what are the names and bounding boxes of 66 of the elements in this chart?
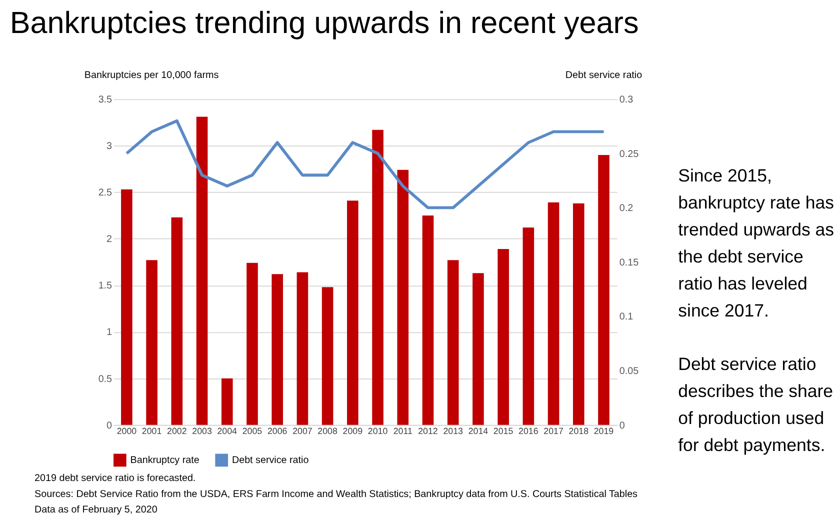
bar xyxy=(221,378,233,425)
line-series xyxy=(125,119,606,210)
bar xyxy=(146,260,158,425)
y2-tick-label: 0.3 xyxy=(619,94,634,106)
y-tick-label: 1.5 xyxy=(98,280,113,292)
bar xyxy=(422,215,434,425)
y2-tick-label: 0 xyxy=(619,420,626,432)
x-tick-label: 2018 xyxy=(568,426,589,436)
x-tick-label: 2016 xyxy=(518,426,538,436)
text: Data as of February 5, 2020 xyxy=(34,504,158,515)
x-tick-label: 2005 xyxy=(242,426,262,436)
x-tick-label: 2010 xyxy=(368,426,388,436)
x-tick-label: 2004 xyxy=(217,426,238,436)
x-tick-label: 2015 xyxy=(493,426,514,436)
x-tick-label: 2017 xyxy=(544,426,564,436)
bar xyxy=(296,272,308,425)
text: 2019 debt service ratio is forecasted. xyxy=(34,473,196,484)
bar xyxy=(322,287,334,425)
bar xyxy=(246,262,258,425)
bar xyxy=(548,202,560,425)
y-tick-label: 2.5 xyxy=(98,188,113,199)
x-tick-label: 2006 xyxy=(267,426,288,436)
x-tick-label: 2019 xyxy=(594,426,614,436)
x-tick-label: 2012 xyxy=(418,426,438,436)
x-tick-label: 2008 xyxy=(318,426,338,436)
y-tick-label: 3 xyxy=(106,141,113,152)
y2-tick-label: 0.15 xyxy=(619,257,640,268)
y-tick-label: 1 xyxy=(106,327,112,338)
y-tick-label: 0 xyxy=(106,420,113,432)
y2-axis-title: Debt service ratio xyxy=(565,70,643,81)
x-tick-label: 2013 xyxy=(443,426,464,436)
chart-title: Bankruptcies trending upwards in recent years xyxy=(10,6,639,40)
bar xyxy=(121,189,132,425)
bar xyxy=(522,228,534,425)
bar xyxy=(472,273,484,425)
y2-tick-label: 0.25 xyxy=(619,148,640,160)
bar xyxy=(196,116,208,425)
y-tick-label: 3.5 xyxy=(98,94,113,106)
bar xyxy=(498,248,509,425)
x-tick-label: 2011 xyxy=(393,426,412,436)
y2-tick-label: 0.1 xyxy=(619,312,634,323)
source-note: Sources: Debt Service Ratio from the USDA, ERS Farm Income and Wealth Statistics; Bankruptcy data from U.S. Courts Statistical Tables xyxy=(34,488,638,500)
y2-tick-label: 0.05 xyxy=(619,366,640,378)
bar xyxy=(347,200,358,425)
x-tick-label: 2007 xyxy=(292,426,312,436)
text: Since 2015, bankruptcy rate has trended upwards as the debt service ratio has leveled since 2017. xyxy=(678,166,834,320)
x-tick-label: 2001 xyxy=(142,426,162,436)
y2-tick-label: 0.2 xyxy=(619,203,634,214)
bar xyxy=(572,203,584,425)
x-tick-label: 2003 xyxy=(192,426,212,436)
bar xyxy=(598,154,610,425)
bar xyxy=(447,260,459,425)
bar xyxy=(171,217,183,425)
y-tick-label: 0.5 xyxy=(98,374,113,385)
legend-label: Bankruptcy rate xyxy=(130,455,200,466)
y-axis-title: Bankruptcies per 10,000 farms xyxy=(84,70,219,81)
y-tick-label: 2 xyxy=(106,234,112,246)
bar xyxy=(397,170,409,425)
x-tick-label: 2009 xyxy=(342,426,363,436)
bar xyxy=(272,274,283,425)
x-tick-label: 2000 xyxy=(116,426,137,436)
x-tick-label: 2014 xyxy=(468,426,488,436)
text: Debt service ratio describes the share of production used for debt payments. xyxy=(678,354,834,455)
x-tick-label: 2002 xyxy=(167,426,187,436)
legend-label: Debt service ratio xyxy=(232,455,310,466)
bar xyxy=(372,130,384,425)
